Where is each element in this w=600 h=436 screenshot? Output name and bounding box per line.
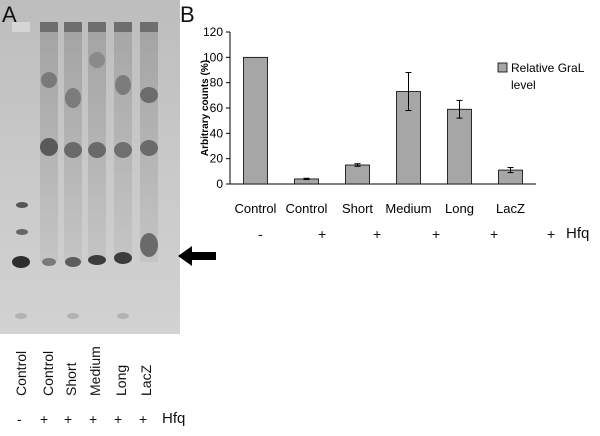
y-tick-label: 60	[210, 101, 224, 115]
gel-lane-label: Control	[40, 350, 56, 396]
arrow-left-icon	[178, 246, 216, 266]
x-tick-label: Long	[445, 201, 474, 216]
bar	[447, 108, 472, 185]
legend-label-line: Relative GraL	[511, 61, 585, 75]
chart-hfq-sign: +	[547, 226, 556, 242]
bar	[243, 56, 268, 185]
chart-hfq-sign: +	[318, 226, 327, 242]
gel-lane-label: Medium	[87, 346, 103, 396]
y-tick-label: 80	[210, 76, 224, 90]
gel-image	[0, 0, 180, 334]
legend-label-line: level	[511, 78, 536, 92]
gel-hfq-sign: -	[17, 411, 22, 427]
y-tick-label: 40	[210, 126, 224, 140]
gel-lane-label: Short	[63, 362, 79, 396]
gel-hfq-sign: +	[114, 411, 123, 427]
x-tick-label: Control	[286, 201, 328, 216]
chart-panel: B 0 20 40 60 80 100 120 Arbitrary counts (%) Con…	[180, 0, 600, 250]
gel-lane-label: Control	[13, 350, 29, 396]
gel-panel: A	[0, 0, 180, 334]
gel-hfq-sign: +	[89, 411, 98, 427]
bar	[345, 164, 370, 185]
legend-swatch	[497, 62, 508, 73]
chart-hfq-sign: +	[432, 226, 441, 242]
panel-a-letter: A	[2, 2, 17, 27]
gel-lane-label: LacZ	[138, 364, 154, 396]
gel-hfq-sign: +	[64, 411, 73, 427]
chart-hfq-sign: +	[373, 226, 382, 242]
bar-chart: 0 20 40 60 80 100 120 Arbitrary counts (%) Contr…	[200, 25, 585, 216]
y-tick-label: 0	[216, 177, 223, 191]
panel-b-letter: B	[180, 2, 195, 27]
gel-hfq-label: Hfq	[162, 410, 186, 427]
y-tick-label: 100	[203, 50, 223, 64]
x-tick-label: Short	[342, 201, 373, 216]
y-axis-label: Arbitrary counts (%)	[200, 60, 211, 156]
gel-hfq-sign: +	[139, 411, 148, 427]
chart-hfq-sign: -	[258, 226, 263, 242]
gel-hfq-sign: +	[40, 411, 49, 427]
gel-lane-label: Long	[113, 364, 129, 396]
y-tick-label: 120	[203, 25, 223, 39]
chart-hfq-sign: +	[490, 226, 499, 242]
x-tick-label: Control	[235, 201, 277, 216]
x-tick-label: Medium	[385, 201, 431, 216]
y-tick-label: 20	[210, 152, 224, 166]
bar	[396, 91, 421, 185]
x-tick-label: LacZ	[496, 201, 525, 216]
chart-hfq-label: Hfq	[566, 225, 590, 242]
